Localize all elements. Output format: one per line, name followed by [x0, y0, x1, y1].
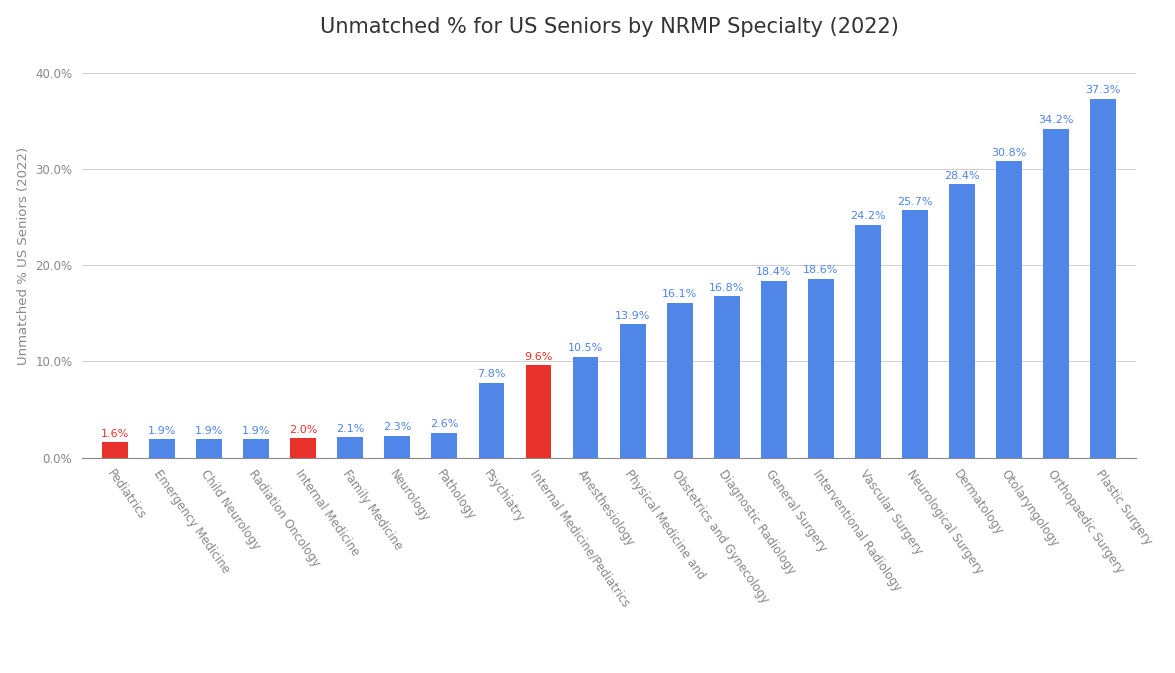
- Bar: [949, 184, 975, 458]
- Bar: [102, 442, 128, 458]
- Text: 24.2%: 24.2%: [850, 211, 886, 221]
- Bar: [337, 437, 363, 458]
- Bar: [196, 439, 222, 458]
- Text: 2.3%: 2.3%: [383, 422, 411, 432]
- Text: 37.3%: 37.3%: [1086, 85, 1121, 96]
- Bar: [478, 382, 504, 458]
- Bar: [384, 435, 410, 458]
- Bar: [243, 439, 269, 458]
- Bar: [149, 439, 175, 458]
- Bar: [431, 433, 457, 458]
- Text: 2.6%: 2.6%: [430, 419, 458, 429]
- Text: 2.1%: 2.1%: [336, 424, 364, 434]
- Text: 2.0%: 2.0%: [289, 425, 317, 435]
- Text: 16.1%: 16.1%: [662, 289, 697, 299]
- Text: 9.6%: 9.6%: [524, 352, 552, 362]
- Bar: [761, 281, 787, 458]
- Y-axis label: Unmatched % US Seniors (2022): Unmatched % US Seniors (2022): [16, 147, 29, 365]
- Text: 1.9%: 1.9%: [148, 426, 176, 436]
- Bar: [996, 162, 1022, 458]
- Bar: [290, 438, 316, 458]
- Text: 25.7%: 25.7%: [898, 197, 933, 207]
- Text: 13.9%: 13.9%: [615, 310, 650, 320]
- Text: 16.8%: 16.8%: [709, 283, 745, 293]
- Text: 30.8%: 30.8%: [992, 148, 1027, 158]
- Bar: [1043, 129, 1069, 458]
- Bar: [666, 303, 692, 458]
- Bar: [855, 225, 881, 458]
- Bar: [713, 296, 740, 458]
- Text: 1.9%: 1.9%: [242, 426, 270, 436]
- Bar: [902, 211, 928, 458]
- Title: Unmatched % for US Seniors by NRMP Specialty (2022): Unmatched % for US Seniors by NRMP Speci…: [320, 17, 899, 36]
- Bar: [572, 357, 598, 458]
- Text: 1.6%: 1.6%: [101, 429, 129, 439]
- Bar: [808, 279, 834, 458]
- Bar: [525, 365, 551, 458]
- Bar: [1090, 99, 1116, 458]
- Text: 7.8%: 7.8%: [477, 369, 505, 379]
- Text: 34.2%: 34.2%: [1039, 115, 1074, 125]
- Bar: [619, 324, 645, 458]
- Text: 18.6%: 18.6%: [804, 265, 839, 275]
- Text: 18.4%: 18.4%: [756, 267, 792, 277]
- Text: 1.9%: 1.9%: [195, 426, 223, 436]
- Text: 10.5%: 10.5%: [568, 343, 603, 353]
- Text: 28.4%: 28.4%: [945, 171, 980, 181]
